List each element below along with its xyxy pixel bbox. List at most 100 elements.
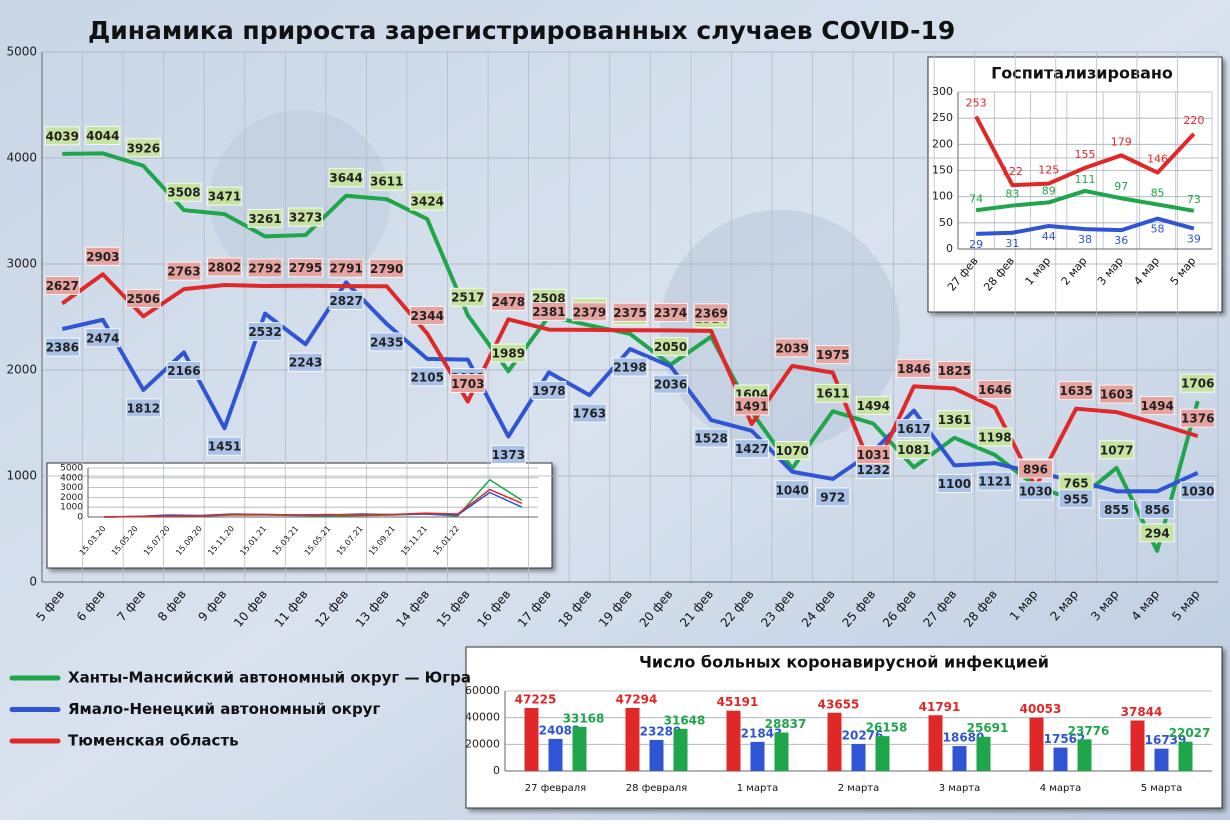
- label-box: [1139, 523, 1175, 543]
- data-label: 2375: [613, 306, 646, 320]
- data-label: 26158: [866, 721, 908, 735]
- data-label: 1077: [1100, 443, 1133, 457]
- data-label: 3424: [411, 195, 444, 209]
- label-box: [612, 302, 648, 322]
- data-label: 1030: [1019, 484, 1052, 498]
- data-label: 3644: [329, 171, 362, 185]
- label-box: [85, 125, 121, 145]
- data-label: 3273: [289, 211, 322, 225]
- bar: [851, 743, 866, 771]
- label-box: [572, 403, 607, 423]
- data-label: 73: [1187, 193, 1201, 206]
- y-tick-label: 5000: [6, 45, 37, 59]
- data-label: 23289: [640, 724, 682, 738]
- data-label: 1603: [1100, 388, 1133, 402]
- bar: [673, 728, 688, 771]
- data-label: 1030: [1181, 484, 1214, 498]
- data-label: 1031: [857, 448, 890, 462]
- label-box: [693, 428, 729, 448]
- data-label: 1635: [1059, 384, 1092, 398]
- y-tick-label: 1000: [6, 469, 37, 483]
- label-box: [369, 171, 405, 191]
- label-box: [734, 396, 770, 416]
- data-label: 40053: [1020, 702, 1062, 716]
- y-tick-label: 0: [493, 764, 500, 777]
- bar: [572, 726, 587, 771]
- y-tick-label: 300: [932, 85, 953, 98]
- label-box: [1099, 499, 1135, 519]
- y-tick-label: 200: [932, 137, 953, 150]
- data-label: 1763: [573, 407, 606, 421]
- y-tick-label: 0: [29, 575, 37, 589]
- data-label: 1825: [938, 364, 971, 378]
- data-label: 18680: [943, 731, 985, 745]
- label-box: [207, 436, 242, 456]
- x-tick-label: 1 марта: [737, 783, 779, 794]
- data-label: 4039: [46, 129, 79, 143]
- series-line: [974, 115, 1196, 188]
- data-label: 2478: [492, 295, 525, 309]
- data-label: 294: [1145, 526, 1170, 540]
- label-box: [125, 138, 161, 158]
- data-label: 1494: [1140, 399, 1173, 413]
- x-tick-label: 28 февраля: [626, 783, 687, 794]
- bar: [827, 712, 842, 771]
- data-label: 1975: [816, 348, 849, 362]
- bar: [649, 739, 664, 771]
- label-box: [531, 380, 567, 400]
- data-label: 89: [1042, 184, 1056, 197]
- series-line: [104, 488, 523, 518]
- label-box: [166, 182, 202, 202]
- data-label: 155: [1075, 148, 1096, 161]
- data-label: 2474: [86, 331, 119, 345]
- data-label: 2379: [573, 305, 606, 319]
- data-label: 1373: [492, 448, 525, 462]
- data-label: 2386: [46, 341, 79, 355]
- data-label: 3926: [127, 141, 160, 155]
- bar: [1178, 741, 1193, 771]
- label-box: [1018, 481, 1053, 501]
- data-label: 17562: [1044, 732, 1086, 746]
- data-label: 85: [1151, 187, 1165, 200]
- label-box: [44, 337, 80, 357]
- y-tick-label: 50: [939, 216, 953, 229]
- label-box: [937, 361, 972, 380]
- data-label: 43655: [818, 697, 860, 711]
- data-label: 41791: [919, 700, 961, 714]
- data-label: 24082: [539, 723, 581, 737]
- y-tick-label: 40000: [465, 711, 500, 724]
- label-box: [815, 487, 851, 507]
- data-label: 2790: [370, 262, 403, 276]
- data-label: 1121: [978, 475, 1011, 489]
- data-label: 97: [1114, 180, 1128, 193]
- bar: [1029, 717, 1044, 771]
- data-label: 2381: [532, 305, 565, 319]
- data-label: 58: [1151, 223, 1165, 236]
- x-tick-label: 4 марта: [1040, 783, 1082, 794]
- label-box: [288, 258, 323, 278]
- bar-panel: [465, 646, 1223, 809]
- label-box: [572, 302, 607, 322]
- x-tick-label: 5 марта: [1141, 783, 1183, 794]
- data-label: 21843: [741, 726, 783, 740]
- data-label: 253: [966, 97, 987, 110]
- label-box: [1018, 459, 1053, 479]
- data-label: 855: [1104, 503, 1129, 517]
- label-box: [977, 471, 1013, 491]
- label-box: [1058, 381, 1094, 401]
- bar: [928, 715, 943, 771]
- data-label: 2374: [654, 306, 687, 320]
- data-label: 4044: [86, 129, 119, 143]
- data-label: 125: [1038, 164, 1059, 177]
- inset-title: Госпитализировано: [991, 64, 1173, 83]
- label-box: [734, 439, 770, 459]
- data-label: 146: [1147, 153, 1168, 166]
- label-box: [937, 473, 972, 493]
- data-label: 111: [1075, 173, 1096, 186]
- label-box: [490, 343, 526, 363]
- data-label: 2344: [411, 309, 444, 323]
- data-label: 2166: [167, 364, 200, 378]
- data-label: 2039: [776, 341, 809, 355]
- data-label: 1989: [492, 347, 525, 361]
- data-label: 972: [820, 490, 845, 504]
